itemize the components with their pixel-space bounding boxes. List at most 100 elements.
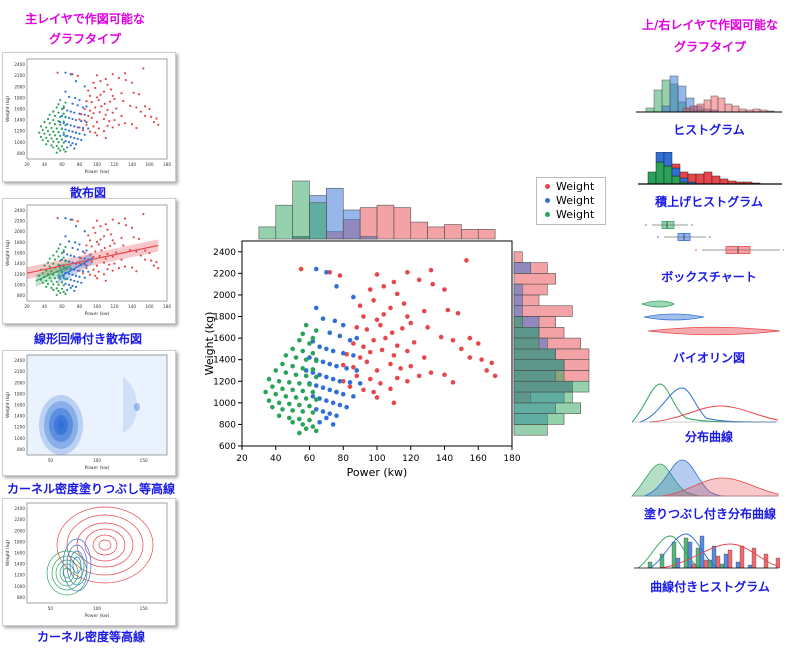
scatter-point: [263, 389, 268, 395]
scatter-point: [340, 362, 346, 368]
thumb-point: [52, 146, 55, 149]
thumb-kde-lines[interactable]: 50 100 150 800 1000 1200 1400 1600 1800 2000 2200 2…: [2, 498, 176, 626]
thumb-point: [94, 231, 97, 234]
thumb-point: [64, 135, 67, 138]
right-hist-bar: [513, 413, 565, 425]
thumb-kde-filled[interactable]: 50 100 150 800 1000 1200 1400 1600 1800 2000 2200 2…: [2, 350, 176, 476]
stacked-bar: [671, 167, 681, 177]
scatter-point: [313, 397, 319, 402]
thumb-x-tick: 100: [93, 606, 101, 611]
thumb-point: [120, 236, 123, 239]
thumb-point: [69, 110, 72, 113]
stacked-bar: [711, 175, 721, 185]
thumb-point: [113, 242, 116, 245]
thumb-point: [94, 131, 97, 134]
thumb-y-label: Weight (kg): [5, 392, 11, 418]
thumb-x-label: Power (kw): [85, 613, 110, 619]
left-item-label-1: 線形回帰付き散布図: [33, 332, 142, 346]
thumb-point: [85, 123, 88, 126]
thumb-point: [106, 108, 109, 112]
thumb-filled-distribution[interactable]: [630, 456, 780, 498]
thumb-point: [124, 224, 127, 227]
thumb-point: [71, 246, 74, 250]
thumb-point: [52, 254, 55, 257]
thumb-point: [67, 260, 71, 263]
thumb-point: [57, 263, 60, 266]
thumb-point: [98, 254, 101, 258]
thumb-point: [81, 272, 85, 275]
stacked-bar: [687, 173, 697, 183]
scatter-point: [270, 384, 275, 389]
thumb-box-chart[interactable]: [634, 218, 784, 256]
thumb-point: [62, 112, 65, 115]
scatter-point: [307, 341, 312, 346]
hist-curve-bar: [715, 555, 721, 569]
hist-bar: [682, 107, 691, 113]
scatter-point: [313, 328, 319, 333]
thumb-point: [76, 248, 79, 251]
hist-bar: [703, 99, 712, 113]
thumb-point: [117, 76, 120, 80]
thumb-scatter[interactable]: 20 40 60 80 100 120 140 160 180 800 1000 1200 1400 16…: [2, 52, 176, 182]
thumb-point: [97, 127, 100, 130]
thumb-point: [55, 144, 58, 147]
thumb-histogram[interactable]: [634, 74, 784, 116]
thumb-point: [45, 136, 48, 140]
scatter-point: [442, 372, 447, 378]
thumb-distribution-curve[interactable]: [630, 380, 780, 424]
thumb-point: [113, 118, 116, 122]
thumb-violin[interactable]: [634, 298, 784, 338]
x-tick-label: 100: [368, 454, 385, 464]
thumb-point: [85, 100, 88, 103]
thumb-regression[interactable]: 20 40 60 80 100 120 140 160 180 800 1000 1200 1400 16…: [2, 198, 176, 324]
scatter-point: [388, 361, 393, 367]
top-hist-bar: [292, 180, 310, 240]
y-axis-label: Weight (kg): [205, 312, 216, 376]
thumb-point: [104, 257, 107, 260]
thumb-point: [117, 267, 120, 270]
thumb-point: [71, 130, 74, 133]
scatter-point: [371, 337, 376, 343]
scatter-point: [398, 366, 403, 371]
thumb-point: [95, 96, 99, 99]
thumb-point: [87, 114, 90, 117]
top-hist-bar: [309, 202, 327, 240]
scatter-point: [273, 368, 279, 373]
thumb-point: [57, 255, 60, 258]
thumb-x-tick: 20: [24, 304, 30, 309]
thumb-histogram-curve[interactable]: [630, 530, 780, 572]
thumb-point: [64, 217, 67, 220]
thumb-point: [95, 277, 99, 280]
scatter-point: [388, 386, 393, 392]
stacked-bar: [671, 175, 681, 185]
scatter-point: [450, 337, 456, 343]
thumb-kde-fill-side: [123, 377, 137, 433]
thumb-point: [104, 279, 107, 282]
thumb-y-tick: 2000: [14, 380, 25, 385]
thumb-stacked-histogram[interactable]: [634, 152, 784, 188]
thumb-point: [92, 255, 95, 259]
thumb-x-label: Power (kw): [85, 169, 110, 175]
thumb-point: [129, 248, 132, 252]
thumb-point: [56, 71, 59, 74]
thumb-point: [69, 135, 72, 138]
scatter-point: [425, 325, 430, 330]
thumb-point: [130, 226, 134, 229]
thumb-y-tick: 1200: [14, 573, 25, 578]
thumb-point: [80, 113, 83, 116]
scatter-point: [327, 411, 333, 416]
thumb-point: [64, 278, 67, 281]
top-hist-bar: [444, 224, 462, 240]
thumb-point: [106, 228, 109, 231]
scatter-point: [430, 281, 435, 287]
scatter-point: [383, 335, 388, 341]
thumb-point: [41, 138, 44, 142]
thumb-point: [48, 276, 51, 279]
scatter-point: [381, 284, 387, 289]
scatter-point: [266, 376, 272, 382]
scatter-point: [450, 380, 456, 385]
thumb-point: [57, 131, 60, 134]
thumb-point: [73, 136, 76, 140]
thumb-point: [88, 253, 92, 256]
scatter-point: [357, 381, 363, 386]
